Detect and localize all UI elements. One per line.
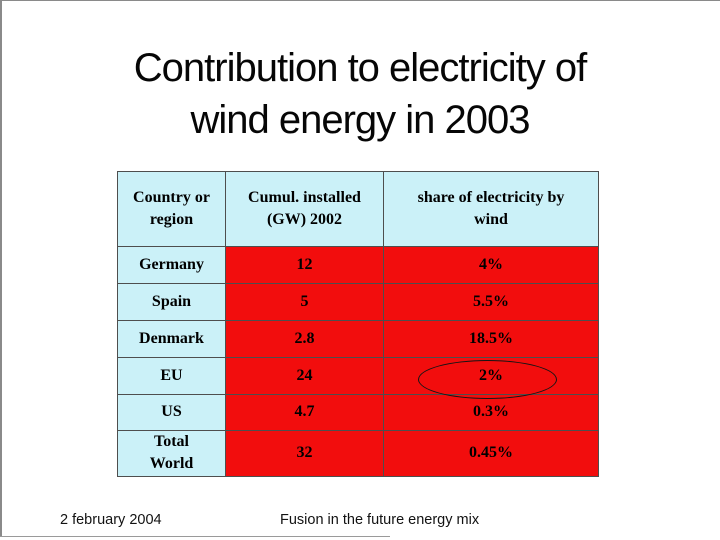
installed-cell: 24 — [225, 357, 384, 395]
region-cell: Total World — [117, 430, 226, 477]
slide-border-left — [0, 0, 2, 537]
header-cumul-installed: Cumul. installed (GW) 2002 — [225, 171, 384, 247]
slide-title-line1: Contribution to electricity of — [133, 46, 587, 90]
table-header-row: Country or region Cumul. installed (GW) … — [117, 171, 599, 247]
header-share-of-electricity: share of electricity by wind — [383, 171, 599, 247]
slide-title-line2: wind energy in 2003 — [190, 98, 530, 142]
region-cell: Denmark — [117, 320, 226, 358]
table-row-germany: Germany 12 4% — [117, 246, 599, 284]
installed-cell: 12 — [225, 246, 384, 284]
share-cell: 4% — [383, 246, 599, 284]
wind-energy-table: Country or region Cumul. installed (GW) … — [117, 171, 599, 477]
slide-title: Contribution to electricity of wind ener… — [0, 42, 720, 146]
installed-cell: 4.7 — [225, 394, 384, 431]
table-row-eu: EU 24 2% — [117, 357, 599, 395]
share-cell: 2% — [383, 357, 599, 395]
slide-border-top — [0, 0, 720, 1]
footer-subtitle: Fusion in the future energy mix — [280, 512, 480, 528]
table-row-spain: Spain 5 5.5% — [117, 283, 599, 321]
installed-cell: 32 — [225, 430, 384, 477]
table-row-denmark: Denmark 2.8 18.5% — [117, 320, 599, 358]
slide-border-bottom — [0, 536, 390, 537]
installed-cell: 2.8 — [225, 320, 384, 358]
region-cell: EU — [117, 357, 226, 395]
header-country-or-region: Country or region — [117, 171, 226, 247]
share-cell: 18.5% — [383, 320, 599, 358]
installed-cell: 5 — [225, 283, 384, 321]
share-cell: 0.45% — [383, 430, 599, 477]
table-row-us: US 4.7 0.3% — [117, 394, 599, 431]
table-row-total-world: Total World 32 0.45% — [117, 430, 599, 477]
region-cell: Spain — [117, 283, 226, 321]
region-cell: Germany — [117, 246, 226, 284]
region-cell: US — [117, 394, 226, 431]
share-cell: 0.3% — [383, 394, 599, 431]
footer-date: 2 february 2004 — [60, 512, 162, 528]
share-cell: 5.5% — [383, 283, 599, 321]
data-table: Country or region Cumul. installed (GW) … — [117, 171, 599, 477]
